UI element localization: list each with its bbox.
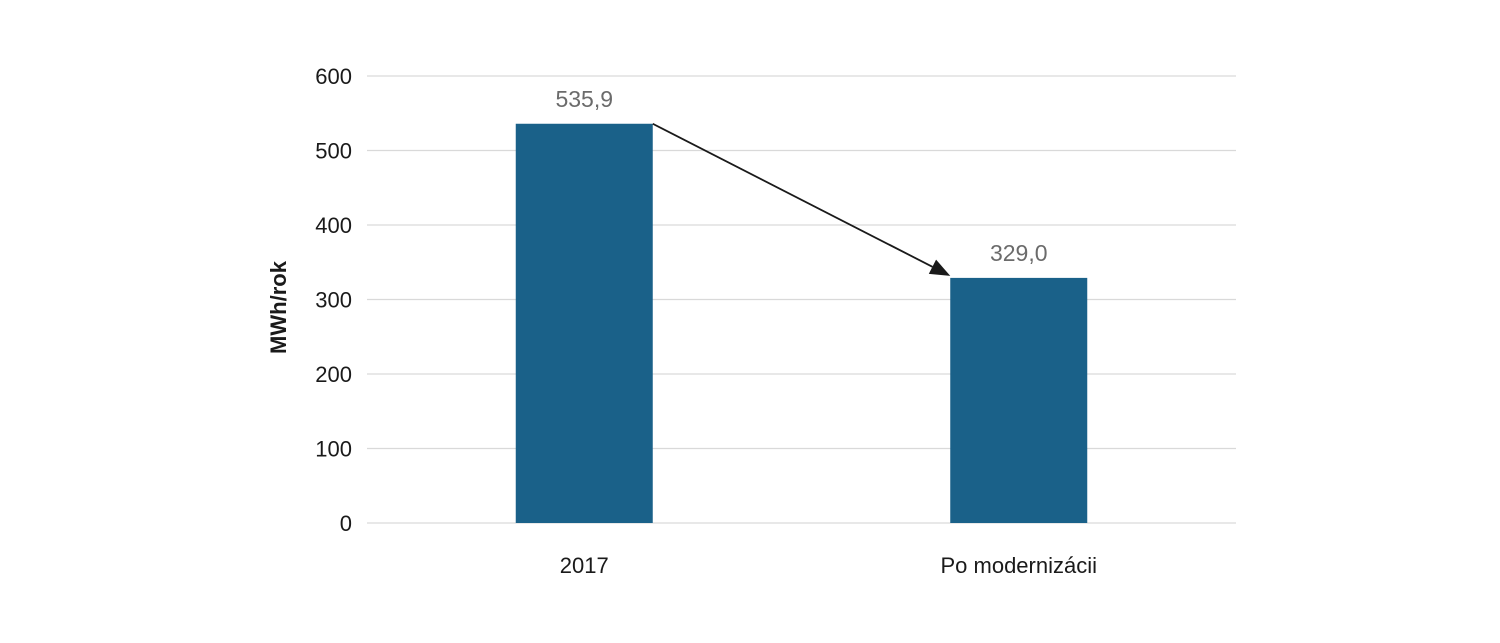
x-axis-labels: 2017 Po modernizácii — [560, 553, 1097, 578]
data-label: 535,9 — [555, 86, 613, 112]
y-tick-label: 0 — [340, 511, 352, 536]
arrow-head-icon — [928, 259, 951, 276]
y-tick-label: 600 — [315, 64, 352, 89]
x-tick-label: Po modernizácii — [940, 553, 1097, 578]
y-tick-label: 100 — [315, 437, 352, 462]
x-tick-label: 2017 — [560, 553, 609, 578]
value-labels: 535,9 329,0 — [555, 86, 1047, 266]
y-axis-title: MWh/rok — [266, 260, 291, 354]
y-tick-label: 300 — [315, 288, 352, 313]
bar — [950, 277, 1088, 523]
bar — [515, 123, 653, 523]
arrow-line — [652, 122, 933, 268]
change-arrow — [652, 122, 951, 276]
y-tick-label: 500 — [315, 139, 352, 164]
bars — [515, 123, 1088, 523]
y-tick-label: 400 — [315, 213, 352, 238]
data-label: 329,0 — [990, 240, 1048, 266]
gridlines — [367, 75, 1236, 524]
y-axis-ticks: 0 100 200 300 400 500 600 — [315, 64, 352, 536]
y-tick-label: 200 — [315, 362, 352, 387]
